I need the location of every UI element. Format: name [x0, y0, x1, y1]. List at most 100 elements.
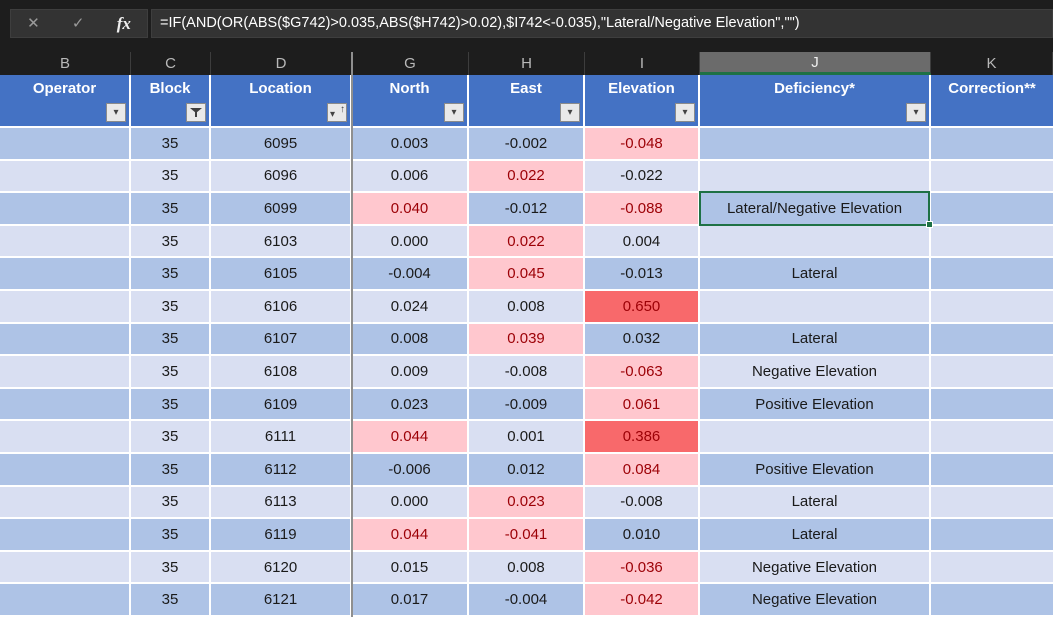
cell-elevation[interactable]: 0.032: [585, 323, 700, 357]
cell-operator[interactable]: [0, 193, 131, 226]
cell-operator[interactable]: [0, 160, 131, 194]
cell-block[interactable]: 35: [131, 258, 211, 291]
cell-correction[interactable]: [931, 519, 1053, 552]
cell-location[interactable]: 6103: [211, 225, 352, 259]
cell-correction[interactable]: [931, 128, 1053, 161]
column-letter-b[interactable]: B: [0, 52, 131, 75]
cell-elevation[interactable]: 0.004: [585, 225, 700, 259]
cell-correction[interactable]: [931, 160, 1053, 194]
cell-correction[interactable]: [931, 551, 1053, 585]
fill-handle[interactable]: [926, 220, 933, 228]
confirm-icon[interactable]: ✓: [71, 15, 85, 32]
cell-north[interactable]: 0.003: [352, 128, 469, 161]
cell-north[interactable]: 0.000: [352, 225, 469, 259]
cell-north[interactable]: 0.000: [352, 486, 469, 520]
cell-elevation[interactable]: 0.650: [585, 290, 700, 324]
cell-deficiency[interactable]: Positive Elevation: [700, 453, 931, 487]
cell-correction[interactable]: [931, 323, 1053, 357]
cell-block[interactable]: 35: [131, 225, 211, 259]
cell-block[interactable]: 35: [131, 551, 211, 585]
cell-operator[interactable]: [0, 128, 131, 161]
cell-correction[interactable]: [931, 388, 1053, 422]
cell-north[interactable]: 0.008: [352, 323, 469, 357]
cell-block[interactable]: 35: [131, 290, 211, 324]
cell-elevation[interactable]: -0.042: [585, 584, 700, 617]
cell-east[interactable]: -0.041: [469, 519, 585, 552]
header-cell-i[interactable]: Elevation ▾: [585, 75, 700, 128]
cell-location[interactable]: 6112: [211, 453, 352, 487]
cell-east[interactable]: 0.008: [469, 551, 585, 585]
cell-deficiency[interactable]: Lateral/Negative Elevation: [699, 191, 933, 228]
cell-east[interactable]: -0.004: [469, 584, 585, 617]
cell-elevation[interactable]: -0.022: [585, 160, 700, 194]
cell-location[interactable]: 6121: [211, 584, 352, 617]
cell-operator[interactable]: [0, 388, 131, 422]
cell-elevation[interactable]: 0.084: [585, 453, 700, 487]
cell-elevation[interactable]: 0.010: [585, 519, 700, 552]
cell-east[interactable]: -0.012: [469, 193, 585, 226]
cell-deficiency[interactable]: [700, 225, 931, 259]
cell-location[interactable]: 6120: [211, 551, 352, 585]
column-letter-d[interactable]: D: [211, 52, 352, 75]
cell-north[interactable]: 0.006: [352, 160, 469, 194]
cell-deficiency[interactable]: [700, 290, 931, 324]
cell-block[interactable]: 35: [131, 128, 211, 161]
cell-correction[interactable]: [931, 421, 1053, 454]
cell-operator[interactable]: [0, 584, 131, 617]
column-letter-j[interactable]: J: [700, 52, 931, 75]
filter-button-i[interactable]: ▾: [675, 103, 695, 122]
cell-deficiency[interactable]: Negative Elevation: [700, 551, 931, 585]
cell-east[interactable]: 0.023: [469, 486, 585, 520]
cell-location[interactable]: 6107: [211, 323, 352, 357]
cell-location[interactable]: 6105: [211, 258, 352, 291]
column-letter-g[interactable]: G: [352, 52, 469, 75]
cell-location[interactable]: 6096: [211, 160, 352, 194]
cell-block[interactable]: 35: [131, 323, 211, 357]
cell-north[interactable]: 0.015: [352, 551, 469, 585]
cell-east[interactable]: 0.045: [469, 258, 585, 291]
cell-east[interactable]: 0.022: [469, 225, 585, 259]
cancel-icon[interactable]: ✕: [27, 15, 40, 32]
cell-north[interactable]: 0.044: [352, 421, 469, 454]
filter-button-c[interactable]: [186, 103, 206, 122]
cell-north[interactable]: 0.024: [352, 290, 469, 324]
cell-block[interactable]: 35: [131, 584, 211, 617]
cell-east[interactable]: -0.002: [469, 128, 585, 161]
cell-east[interactable]: 0.039: [469, 323, 585, 357]
header-cell-b[interactable]: Operator ▾: [0, 75, 131, 128]
cell-operator[interactable]: [0, 356, 131, 389]
cell-operator[interactable]: [0, 453, 131, 487]
cell-elevation[interactable]: -0.063: [585, 356, 700, 389]
cell-correction[interactable]: [931, 486, 1053, 520]
cell-block[interactable]: 35: [131, 421, 211, 454]
cell-north[interactable]: -0.006: [352, 453, 469, 487]
insert-function-icon[interactable]: fx: [116, 14, 131, 33]
column-letter-i[interactable]: I: [585, 52, 700, 75]
cell-elevation[interactable]: -0.088: [585, 193, 700, 226]
cell-operator[interactable]: [0, 323, 131, 357]
cell-location[interactable]: 6113: [211, 486, 352, 520]
cell-north[interactable]: 0.023: [352, 388, 469, 422]
cell-east[interactable]: 0.022: [469, 160, 585, 194]
cell-correction[interactable]: [931, 193, 1053, 226]
cell-elevation[interactable]: -0.013: [585, 258, 700, 291]
column-letter-h[interactable]: H: [469, 52, 585, 75]
cell-correction[interactable]: [931, 258, 1053, 291]
cell-elevation[interactable]: 0.386: [585, 421, 700, 454]
cell-block[interactable]: 35: [131, 519, 211, 552]
cell-elevation[interactable]: -0.036: [585, 551, 700, 585]
cell-block[interactable]: 35: [131, 388, 211, 422]
filter-button-b[interactable]: ▾: [106, 103, 126, 122]
header-cell-g[interactable]: North ▾: [352, 75, 469, 128]
cell-elevation[interactable]: -0.048: [585, 128, 700, 161]
cell-operator[interactable]: [0, 258, 131, 291]
filter-button-d[interactable]: ▾ ↑: [327, 103, 347, 122]
cell-block[interactable]: 35: [131, 356, 211, 389]
cell-deficiency[interactable]: Negative Elevation: [700, 584, 931, 617]
cell-deficiency[interactable]: Lateral: [700, 519, 931, 552]
cell-east[interactable]: 0.008: [469, 290, 585, 324]
cell-operator[interactable]: [0, 551, 131, 585]
cell-deficiency[interactable]: Lateral: [700, 258, 931, 291]
cell-correction[interactable]: [931, 290, 1053, 324]
header-cell-c[interactable]: Block: [131, 75, 211, 128]
